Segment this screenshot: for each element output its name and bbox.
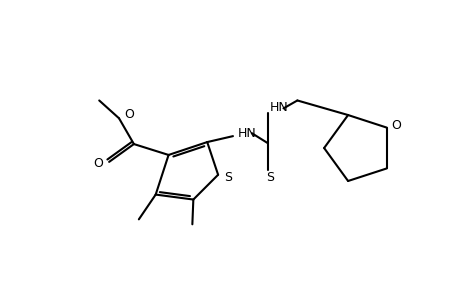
Text: HN: HN	[237, 127, 256, 140]
Text: S: S	[224, 171, 231, 184]
Text: S: S	[265, 171, 273, 184]
Text: O: O	[390, 119, 400, 132]
Text: O: O	[124, 108, 134, 121]
Text: O: O	[93, 158, 103, 170]
Text: HN: HN	[269, 101, 288, 114]
